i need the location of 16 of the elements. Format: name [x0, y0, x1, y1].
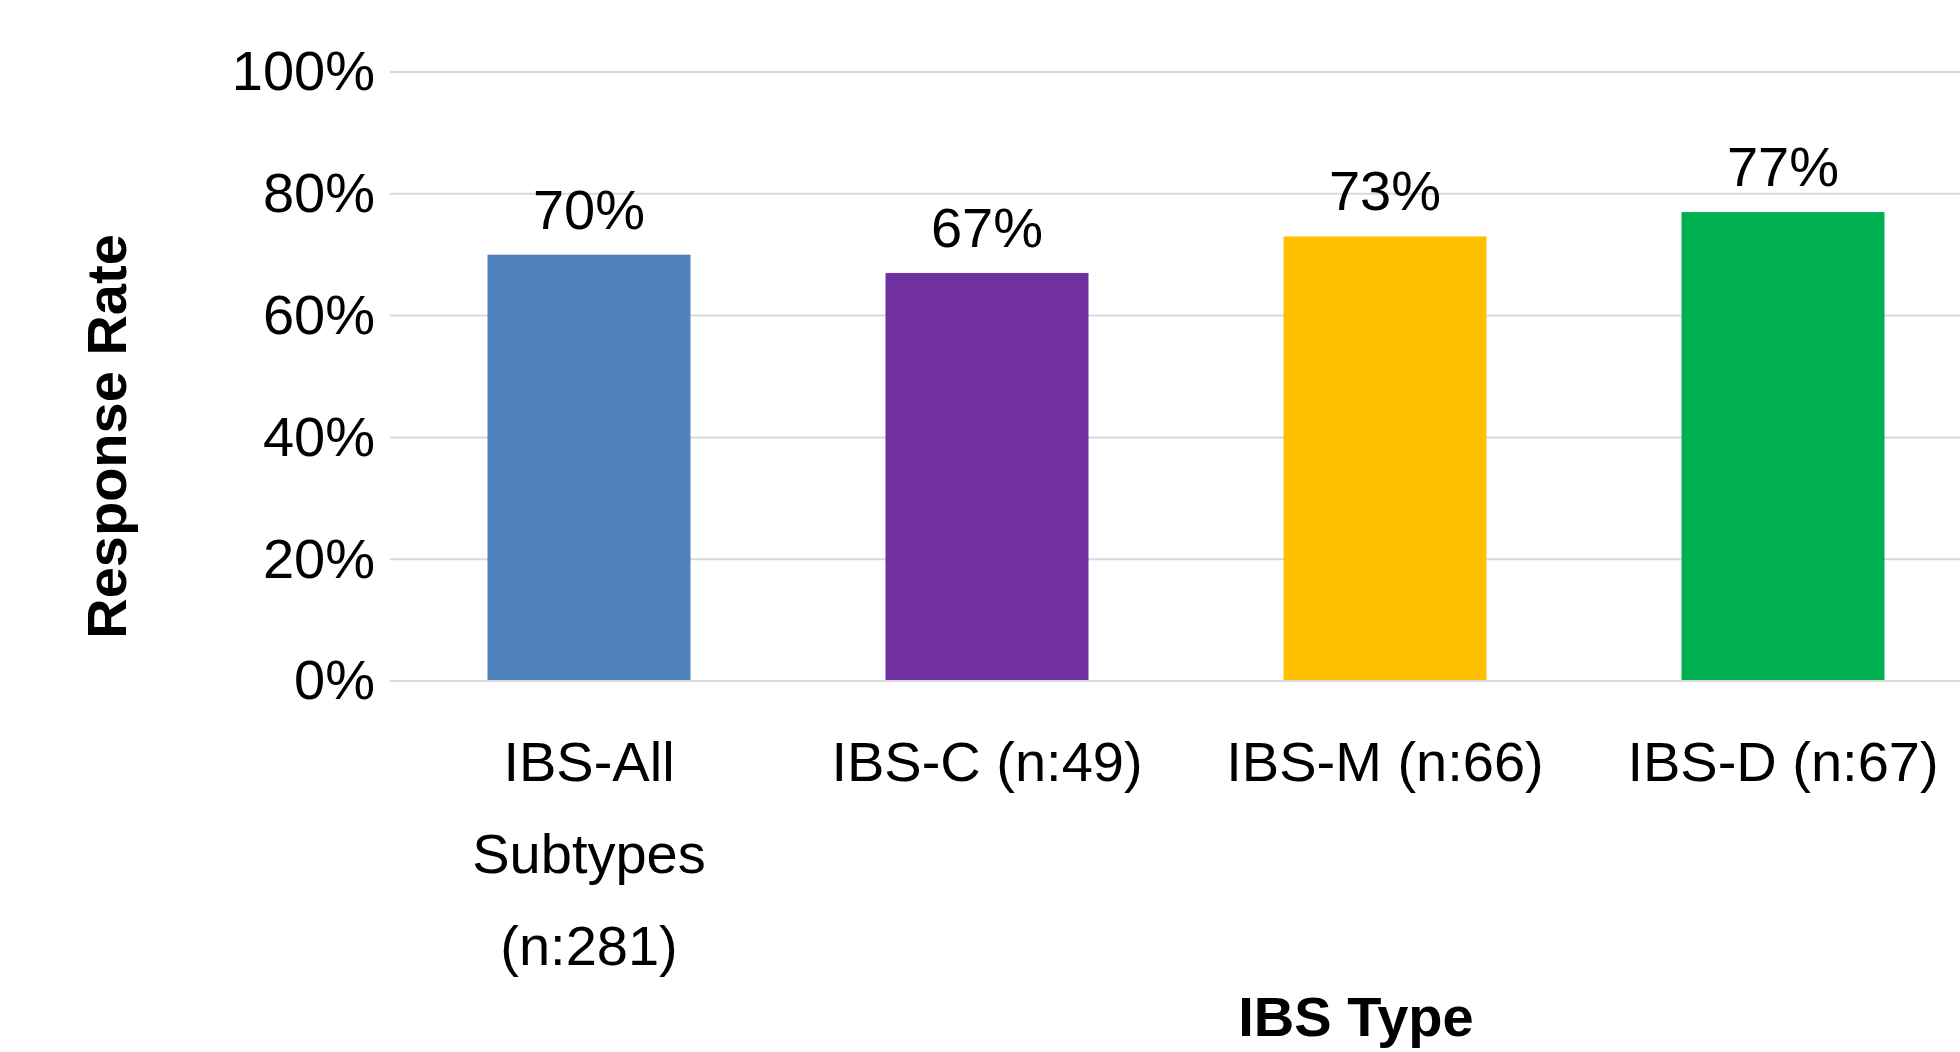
y-tick-label: 100% — [231, 39, 375, 103]
x-axis-title: IBS Type — [1238, 985, 1474, 1048]
y-tick-label: 20% — [262, 526, 375, 590]
y-axis-title: Response Rate — [75, 234, 138, 639]
data-label: 70% — [532, 177, 646, 241]
y-tick-label: 0% — [294, 648, 375, 712]
x-tick-label: IBS-D (n:67) — [1627, 730, 1939, 793]
y-tick-label: 80% — [262, 161, 375, 225]
y-tick-label: 40% — [262, 404, 375, 468]
x-tick-label: IBS-C (n:49) — [831, 730, 1143, 793]
x-tick-label: IBS-M (n:66) — [1226, 730, 1544, 793]
data-label: 77% — [1726, 135, 1840, 199]
data-label: 73% — [1328, 159, 1442, 223]
data-label: 67% — [930, 195, 1044, 259]
y-tick-label: 60% — [262, 283, 375, 347]
x-tick-label: IBS-All Subtypes (n:281) — [472, 730, 706, 977]
